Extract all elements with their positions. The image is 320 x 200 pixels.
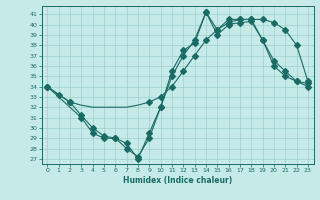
X-axis label: Humidex (Indice chaleur): Humidex (Indice chaleur) bbox=[123, 176, 232, 185]
